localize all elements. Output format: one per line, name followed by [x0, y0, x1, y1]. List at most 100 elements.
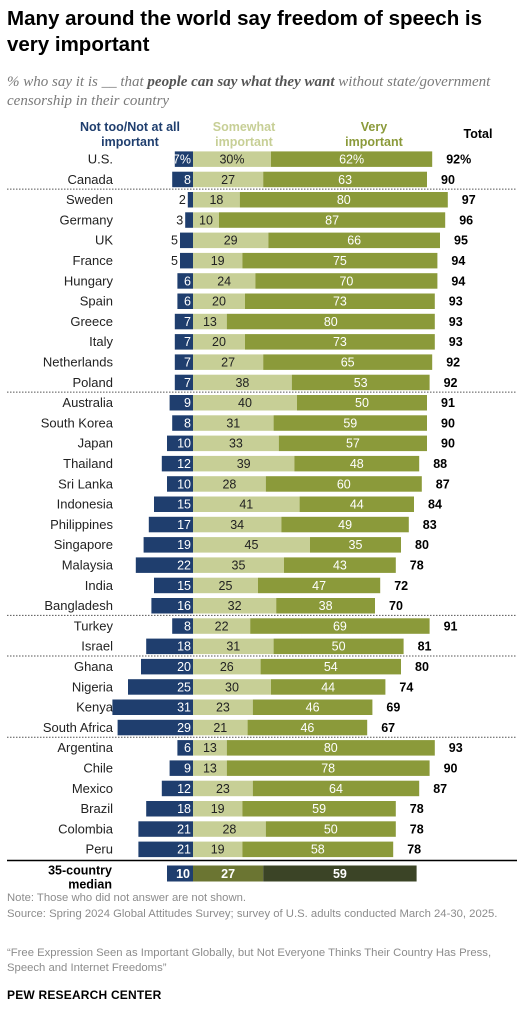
data-label-somewhat: 10 — [199, 213, 213, 227]
data-label-total: 96 — [459, 213, 473, 227]
data-label-not-important: 21 — [177, 843, 191, 857]
data-label-very: 60 — [337, 477, 351, 491]
data-label-total: 93 — [449, 315, 463, 329]
data-label-very: 50 — [324, 822, 338, 836]
category-label: Philippines — [50, 517, 113, 532]
data-label-very: 35 — [349, 538, 363, 552]
data-label-not-important: 15 — [177, 498, 191, 512]
bar-very-important — [294, 455, 420, 472]
data-label-very: 73 — [333, 335, 347, 349]
data-label-somewhat: 26 — [220, 660, 234, 674]
chart-note: Note: Those who did not answer are not s… — [7, 892, 247, 904]
bar-not-important — [177, 293, 193, 309]
data-label-very: 59 — [312, 802, 326, 816]
data-label-very: 54 — [324, 660, 338, 674]
data-label-total: 91 — [441, 396, 455, 410]
bar-not-important — [185, 212, 193, 228]
bar-very-important — [260, 658, 401, 675]
data-label-total: 70 — [389, 599, 403, 613]
bar-very-important — [245, 293, 435, 309]
data-label-total: 90 — [441, 173, 455, 187]
category-label: Australia — [62, 395, 113, 410]
data-label-total: 90 — [444, 762, 458, 776]
bar-not-important — [172, 171, 193, 188]
bar-somewhat-important — [193, 171, 264, 188]
data-label-very: 70 — [339, 274, 353, 288]
bar-somewhat-important — [193, 557, 284, 573]
bar-somewhat-important — [193, 151, 271, 167]
data-label-total: 84 — [428, 498, 442, 512]
bar-very-important — [219, 212, 446, 228]
brand-logo-text: PEW RESEARCH CENTER — [7, 988, 162, 1002]
data-label-somewhat: 22 — [215, 619, 229, 633]
bar-somewhat-important — [193, 232, 269, 249]
bar-very-important — [258, 577, 381, 594]
bar-somewhat-important — [193, 273, 256, 289]
data-label-somewhat: 31 — [226, 416, 240, 430]
data-label-total: 69 — [386, 701, 400, 715]
data-label-not-important: 15 — [177, 579, 191, 593]
category-label: Ghana — [74, 659, 114, 674]
data-label-very: 69 — [333, 619, 347, 633]
bar-somewhat-important — [193, 415, 274, 431]
bar-somewhat-important — [193, 801, 243, 817]
data-label-very: 44 — [350, 498, 364, 512]
bar-not-important — [174, 354, 193, 370]
bar-somewhat-important — [193, 821, 266, 837]
data-label-somewhat: 45 — [245, 538, 259, 552]
data-label-total: 90 — [441, 416, 455, 430]
header-somewhat-important-line: important — [215, 135, 273, 149]
data-label-not-important: 21 — [177, 822, 191, 836]
data-label-very: 48 — [350, 457, 364, 471]
data-label-very: 65 — [341, 356, 355, 370]
median-bar-very — [263, 865, 417, 882]
data-label-very: 47 — [312, 579, 326, 593]
bar-somewhat-important — [193, 780, 253, 797]
category-label: South Africa — [43, 720, 114, 735]
data-label-total: 88 — [433, 457, 447, 471]
bar-very-important — [242, 801, 396, 817]
data-label-not-important: 5 — [171, 234, 178, 248]
report-title: “Free Expression Seen as Important Globa… — [7, 947, 492, 974]
category-label: Israel — [81, 639, 113, 654]
bar-not-important — [174, 151, 193, 167]
data-label-very: 75 — [333, 254, 347, 268]
category-label: Greece — [70, 314, 113, 329]
median-bar-somewhat — [193, 865, 264, 882]
bar-not-important — [174, 313, 193, 330]
bar-not-important — [138, 841, 193, 858]
data-label-very: 50 — [332, 640, 346, 654]
data-label-somewhat: 31 — [226, 640, 240, 654]
category-label: Sri Lanka — [58, 476, 114, 491]
chart-title: Many around the world say freedom of spe… — [7, 7, 483, 56]
bar-very-important — [268, 232, 440, 249]
data-label-very: 43 — [333, 559, 347, 573]
subtitle-lead: % who say it is __ that — [7, 74, 148, 90]
bar-not-important — [128, 679, 193, 695]
data-label-somewhat: 30% — [219, 153, 244, 167]
data-label-total: 74 — [399, 680, 413, 694]
data-label-very: 62% — [339, 153, 364, 167]
category-label: Kenya — [76, 700, 114, 715]
data-label-not-important: 10 — [177, 477, 191, 491]
data-label-not-important: 7% — [173, 153, 191, 167]
bar-very-important — [226, 760, 430, 776]
data-label-somewhat: 13 — [203, 741, 217, 755]
bar-not-important — [143, 537, 193, 553]
data-label-total: 87 — [433, 782, 447, 796]
bar-somewhat-important — [193, 516, 282, 533]
data-label-not-important: 8 — [184, 416, 191, 430]
category-label: UK — [95, 233, 113, 248]
bar-somewhat-important — [193, 192, 240, 208]
bar-not-important — [138, 821, 193, 837]
category-label: Italy — [89, 334, 113, 349]
bar-very-important — [239, 192, 448, 208]
bar-very-important — [265, 476, 422, 492]
bar-somewhat-important — [193, 212, 219, 228]
bar-very-important — [226, 740, 435, 756]
data-label-total: 93 — [449, 295, 463, 309]
data-label-somewhat: 21 — [213, 721, 227, 735]
bar-very-important — [247, 719, 368, 736]
data-label-somewhat: 38 — [235, 376, 249, 390]
data-label-total: 78 — [410, 822, 424, 836]
